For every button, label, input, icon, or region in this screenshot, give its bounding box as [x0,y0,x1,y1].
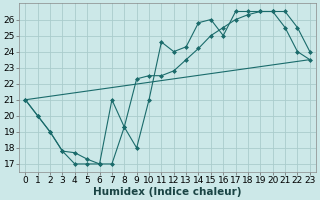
X-axis label: Humidex (Indice chaleur): Humidex (Indice chaleur) [93,187,242,197]
